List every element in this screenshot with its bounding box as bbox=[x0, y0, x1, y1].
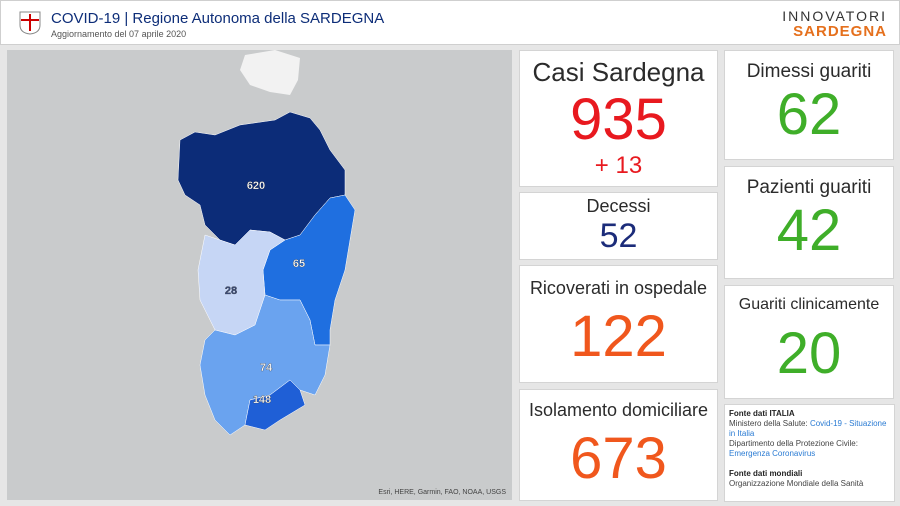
card: Decessi 52 bbox=[519, 192, 718, 260]
source-heading: Fonte dati mondiali bbox=[729, 469, 803, 478]
card-title: Casi Sardegna bbox=[532, 57, 705, 87]
crest bbox=[19, 11, 41, 35]
card-title: Isolamento domiciliare bbox=[528, 400, 709, 420]
card: Ricoverati in ospedale 122 bbox=[519, 265, 718, 383]
card-value: 52 bbox=[599, 217, 638, 255]
card-value: 935 bbox=[570, 87, 667, 152]
card-value: 62 bbox=[776, 82, 842, 147]
logo-text: INNOVATORI bbox=[782, 8, 887, 24]
card: Dimessi guariti 62 bbox=[724, 50, 894, 160]
card-title: Ricoverati in ospedale bbox=[529, 278, 708, 298]
sources: Fonte dati ITALIA Ministero della Salute… bbox=[724, 404, 895, 502]
region[interactable] bbox=[197, 229, 286, 336]
source-link[interactable]: Covid-19 - Situazione in Italia bbox=[729, 419, 887, 438]
region-label: 74 bbox=[260, 362, 273, 374]
card: Isolamento domiciliare 673 bbox=[519, 389, 718, 501]
card-delta: + 13 bbox=[594, 152, 643, 179]
attribution: Esri, HERE, Garmin, FAO, NOAA, USGS bbox=[378, 489, 506, 496]
region-label: 148 bbox=[253, 394, 271, 406]
card-title: Pazienti guariti bbox=[746, 177, 872, 198]
card-value: 42 bbox=[776, 198, 842, 263]
corsica bbox=[240, 50, 300, 95]
subtitle: Aggiornamento del 07 aprile 2020 bbox=[51, 29, 187, 39]
source-text: Dipartimento della Protezione Civile: bbox=[729, 439, 858, 448]
card-value: 122 bbox=[570, 304, 667, 369]
source-text: Ministero della Salute: bbox=[729, 419, 808, 428]
card-title: Dimessi guariti bbox=[746, 61, 872, 82]
map[interactable]: 620 65 28 74 148 Esri, HERE, Garmin, FAO… bbox=[7, 50, 512, 500]
card: Guariti clinicamente 20 bbox=[724, 285, 894, 399]
header: COVID-19 | Regione Autonoma della SARDEG… bbox=[0, 0, 900, 45]
card: Casi Sardegna 935 + 13 bbox=[519, 50, 718, 187]
title: COVID-19 | Regione Autonoma della SARDEG… bbox=[51, 10, 385, 27]
source-heading: Fonte dati ITALIA bbox=[729, 409, 795, 418]
source-link[interactable]: Emergenza Coronavirus bbox=[729, 449, 816, 458]
region[interactable] bbox=[199, 294, 331, 436]
source-text: Organizzazione Mondiale della Sanità bbox=[729, 479, 864, 488]
card-title: Guariti clinicamente bbox=[738, 296, 880, 313]
region-label: 65 bbox=[293, 258, 305, 270]
card: Pazienti guariti 42 bbox=[724, 166, 894, 279]
region-label: 28 bbox=[225, 285, 237, 297]
region-label: 620 bbox=[247, 180, 265, 192]
logo-text: SARDEGNA bbox=[793, 23, 887, 40]
card-value: 20 bbox=[776, 321, 842, 386]
card-value: 673 bbox=[570, 426, 667, 491]
card-title: Decessi bbox=[586, 196, 651, 216]
region[interactable] bbox=[244, 379, 306, 431]
